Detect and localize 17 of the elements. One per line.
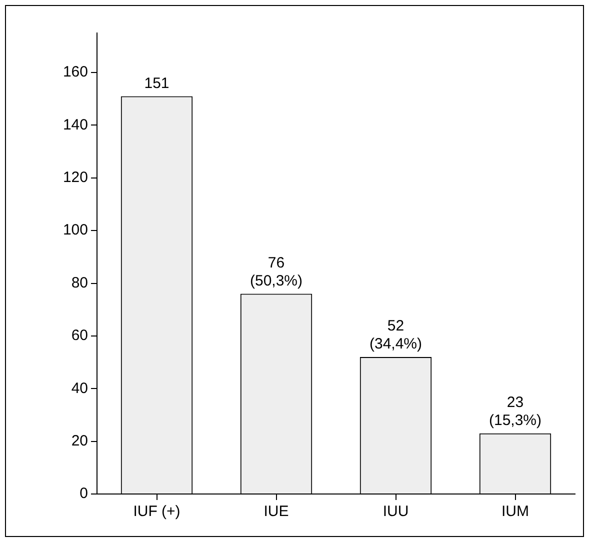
data-label: 23 (15,3%) <box>488 394 542 430</box>
data-label: 52 (34,4%) <box>369 318 422 353</box>
y-tick-label: 20 <box>71 432 88 450</box>
y-tick-label: 80 <box>71 274 88 292</box>
y-tick-label: 40 <box>71 380 88 397</box>
y-tick-label: 0 <box>80 485 88 502</box>
y-tick-label: 160 <box>62 64 88 81</box>
x-tick-label: IUE <box>264 503 289 520</box>
data-label: 151 <box>144 74 170 92</box>
x-tick-label: IUM <box>502 503 529 520</box>
x-tick-label: IUU <box>382 503 409 520</box>
y-tick-label: 60 <box>71 327 88 344</box>
y-tick-label: 120 <box>62 169 88 186</box>
x-tick-label: IUF (+) <box>133 503 180 520</box>
y-tick-label: 140 <box>62 116 88 134</box>
y-tick-label: 100 <box>62 222 88 239</box>
data-label: 76 (50,3%) <box>250 254 303 290</box>
